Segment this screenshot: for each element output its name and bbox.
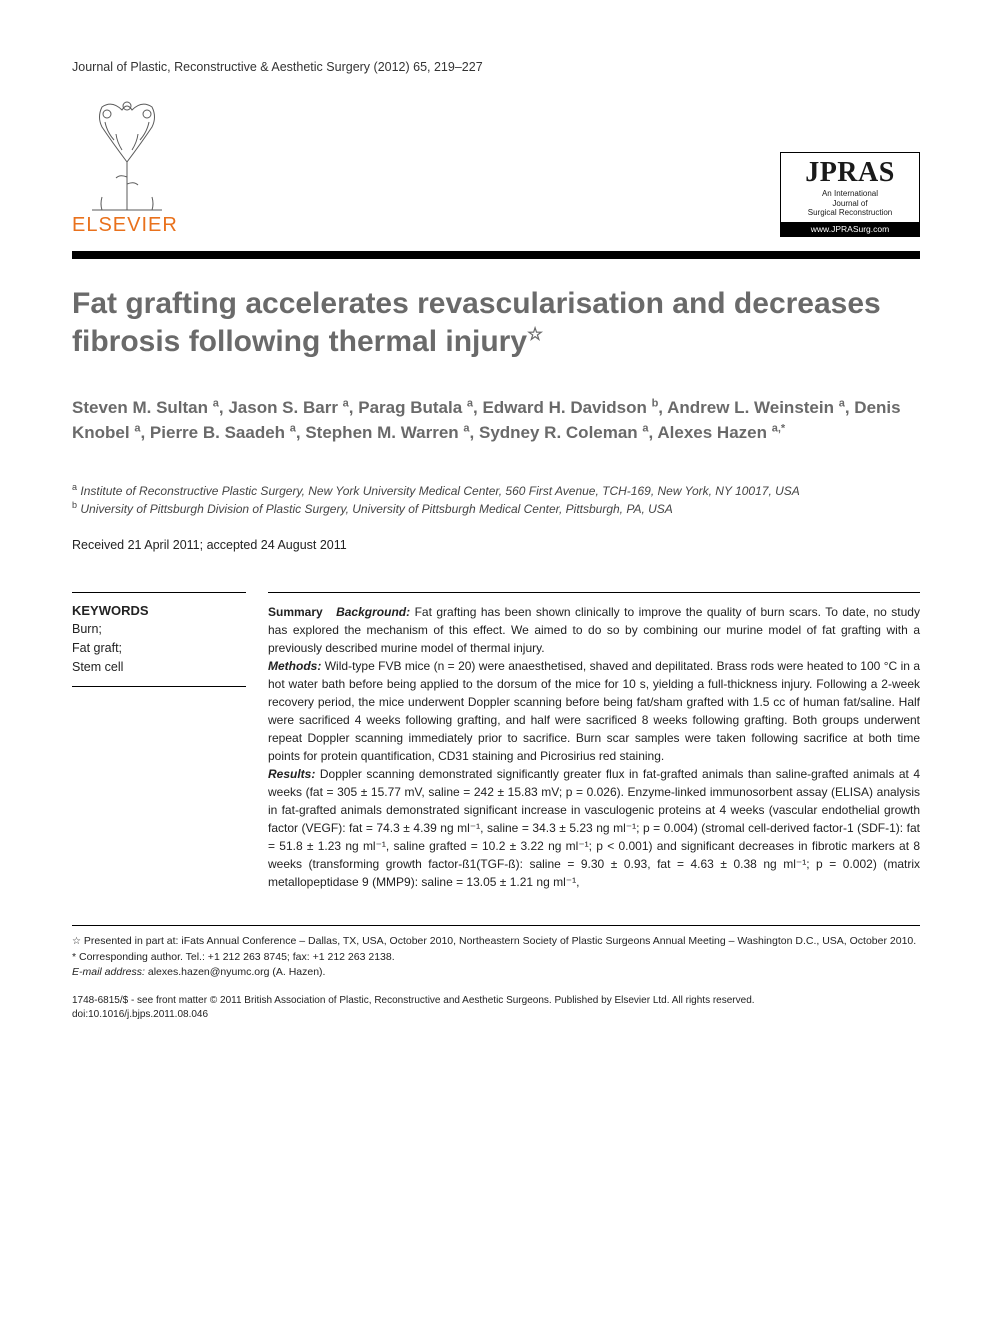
author-list: Steven M. Sultan a, Jason S. Barr a, Par… [72, 396, 920, 445]
keywords-abstract-row: KEYWORDS Burn;Fat graft;Stem cell Summar… [72, 592, 920, 891]
summary-label: Summary [268, 605, 323, 619]
background-label: Background: [336, 605, 410, 619]
author: Andrew L. Weinstein a [667, 398, 845, 417]
footnote-presentation-text: Presented in part at: iFats Annual Confe… [84, 935, 916, 947]
abstract: Summary Background: Fat grafting has bee… [268, 592, 920, 891]
footnote-email-address[interactable]: alexes.hazen@nyumc.org [148, 966, 270, 978]
header-logos-row: ELSEVIER JPRAS An International Journal … [72, 92, 920, 237]
abstract-methods: Wild-type FVB mice (n = 20) were anaesth… [268, 659, 920, 763]
heavy-rule [72, 251, 920, 259]
copyright-doi: doi:10.1016/j.bjps.2011.08.046 [72, 1008, 920, 1022]
keyword-item: Fat graft; [72, 639, 238, 658]
author: Parag Butala a [358, 398, 473, 417]
author: Stephen M. Warren a [305, 423, 469, 442]
journal-url[interactable]: www.JPRASurg.com [781, 222, 919, 236]
affiliation-b-text: University of Pittsburgh Division of Pla… [80, 502, 672, 516]
footnotes: ☆ Presented in part at: iFats Annual Con… [72, 925, 920, 980]
footnote-presentation: ☆ Presented in part at: iFats Annual Con… [72, 934, 920, 950]
article-title: Fat grafting accelerates revascularisati… [72, 285, 920, 360]
elsevier-tree-icon [72, 92, 182, 212]
author: Pierre B. Saadeh a [150, 423, 296, 442]
footnote-email-name: (A. Hazen). [272, 966, 325, 978]
affiliations: a Institute of Reconstructive Plastic Su… [72, 483, 920, 518]
author: Jason S. Barr a [228, 398, 348, 417]
affiliation-a-text: Institute of Reconstructive Plastic Surg… [80, 484, 799, 498]
copyright-block: 1748-6815/$ - see front matter © 2011 Br… [72, 994, 920, 1022]
journal-acronym: JPRAS [785, 159, 915, 187]
affiliation-b: b University of Pittsburgh Division of P… [72, 501, 920, 518]
author: Edward H. Davidson b [482, 398, 658, 417]
journal-logo-box: JPRAS An International Journal of Surgic… [780, 152, 920, 237]
running-head: Journal of Plastic, Reconstructive & Aes… [72, 60, 920, 74]
affiliation-a: a Institute of Reconstructive Plastic Su… [72, 483, 920, 500]
abstract-results: Doppler scanning demonstrated significan… [268, 767, 920, 889]
article-dates: Received 21 April 2011; accepted 24 Augu… [72, 538, 920, 552]
journal-sub-line3: Surgical Reconstruction [808, 208, 892, 217]
author: Steven M. Sultan a [72, 398, 219, 417]
keyword-item: Burn; [72, 620, 238, 639]
author: Sydney R. Coleman a [479, 423, 649, 442]
footnote-email-label: E-mail address: [72, 966, 145, 978]
copyright-issn: 1748-6815/$ - see front matter © 2011 Br… [72, 994, 920, 1008]
title-footnote-star-icon: ☆ [527, 324, 543, 344]
journal-sub-line2: Journal of [832, 199, 867, 208]
footnote-corresponding: * Corresponding author. Tel.: +1 212 263… [72, 950, 920, 965]
keyword-item: Stem cell [72, 658, 238, 677]
results-label: Results: [268, 767, 315, 781]
footnote-star-icon: ☆ [72, 936, 81, 947]
methods-label: Methods: [268, 659, 321, 673]
keywords-box: KEYWORDS Burn;Fat graft;Stem cell [72, 592, 246, 687]
journal-sub-line1: An International [822, 189, 878, 198]
author: Alexes Hazen a,* [657, 423, 785, 442]
elsevier-wordmark: ELSEVIER [72, 214, 178, 237]
journal-subtitle: An International Journal of Surgical Rec… [785, 189, 915, 218]
footnote-email: E-mail address: alexes.hazen@nyumc.org (… [72, 965, 920, 980]
article-title-text: Fat grafting accelerates revascularisati… [72, 287, 881, 358]
keywords-heading: KEYWORDS [72, 603, 238, 618]
elsevier-logo-block: ELSEVIER [72, 92, 182, 237]
